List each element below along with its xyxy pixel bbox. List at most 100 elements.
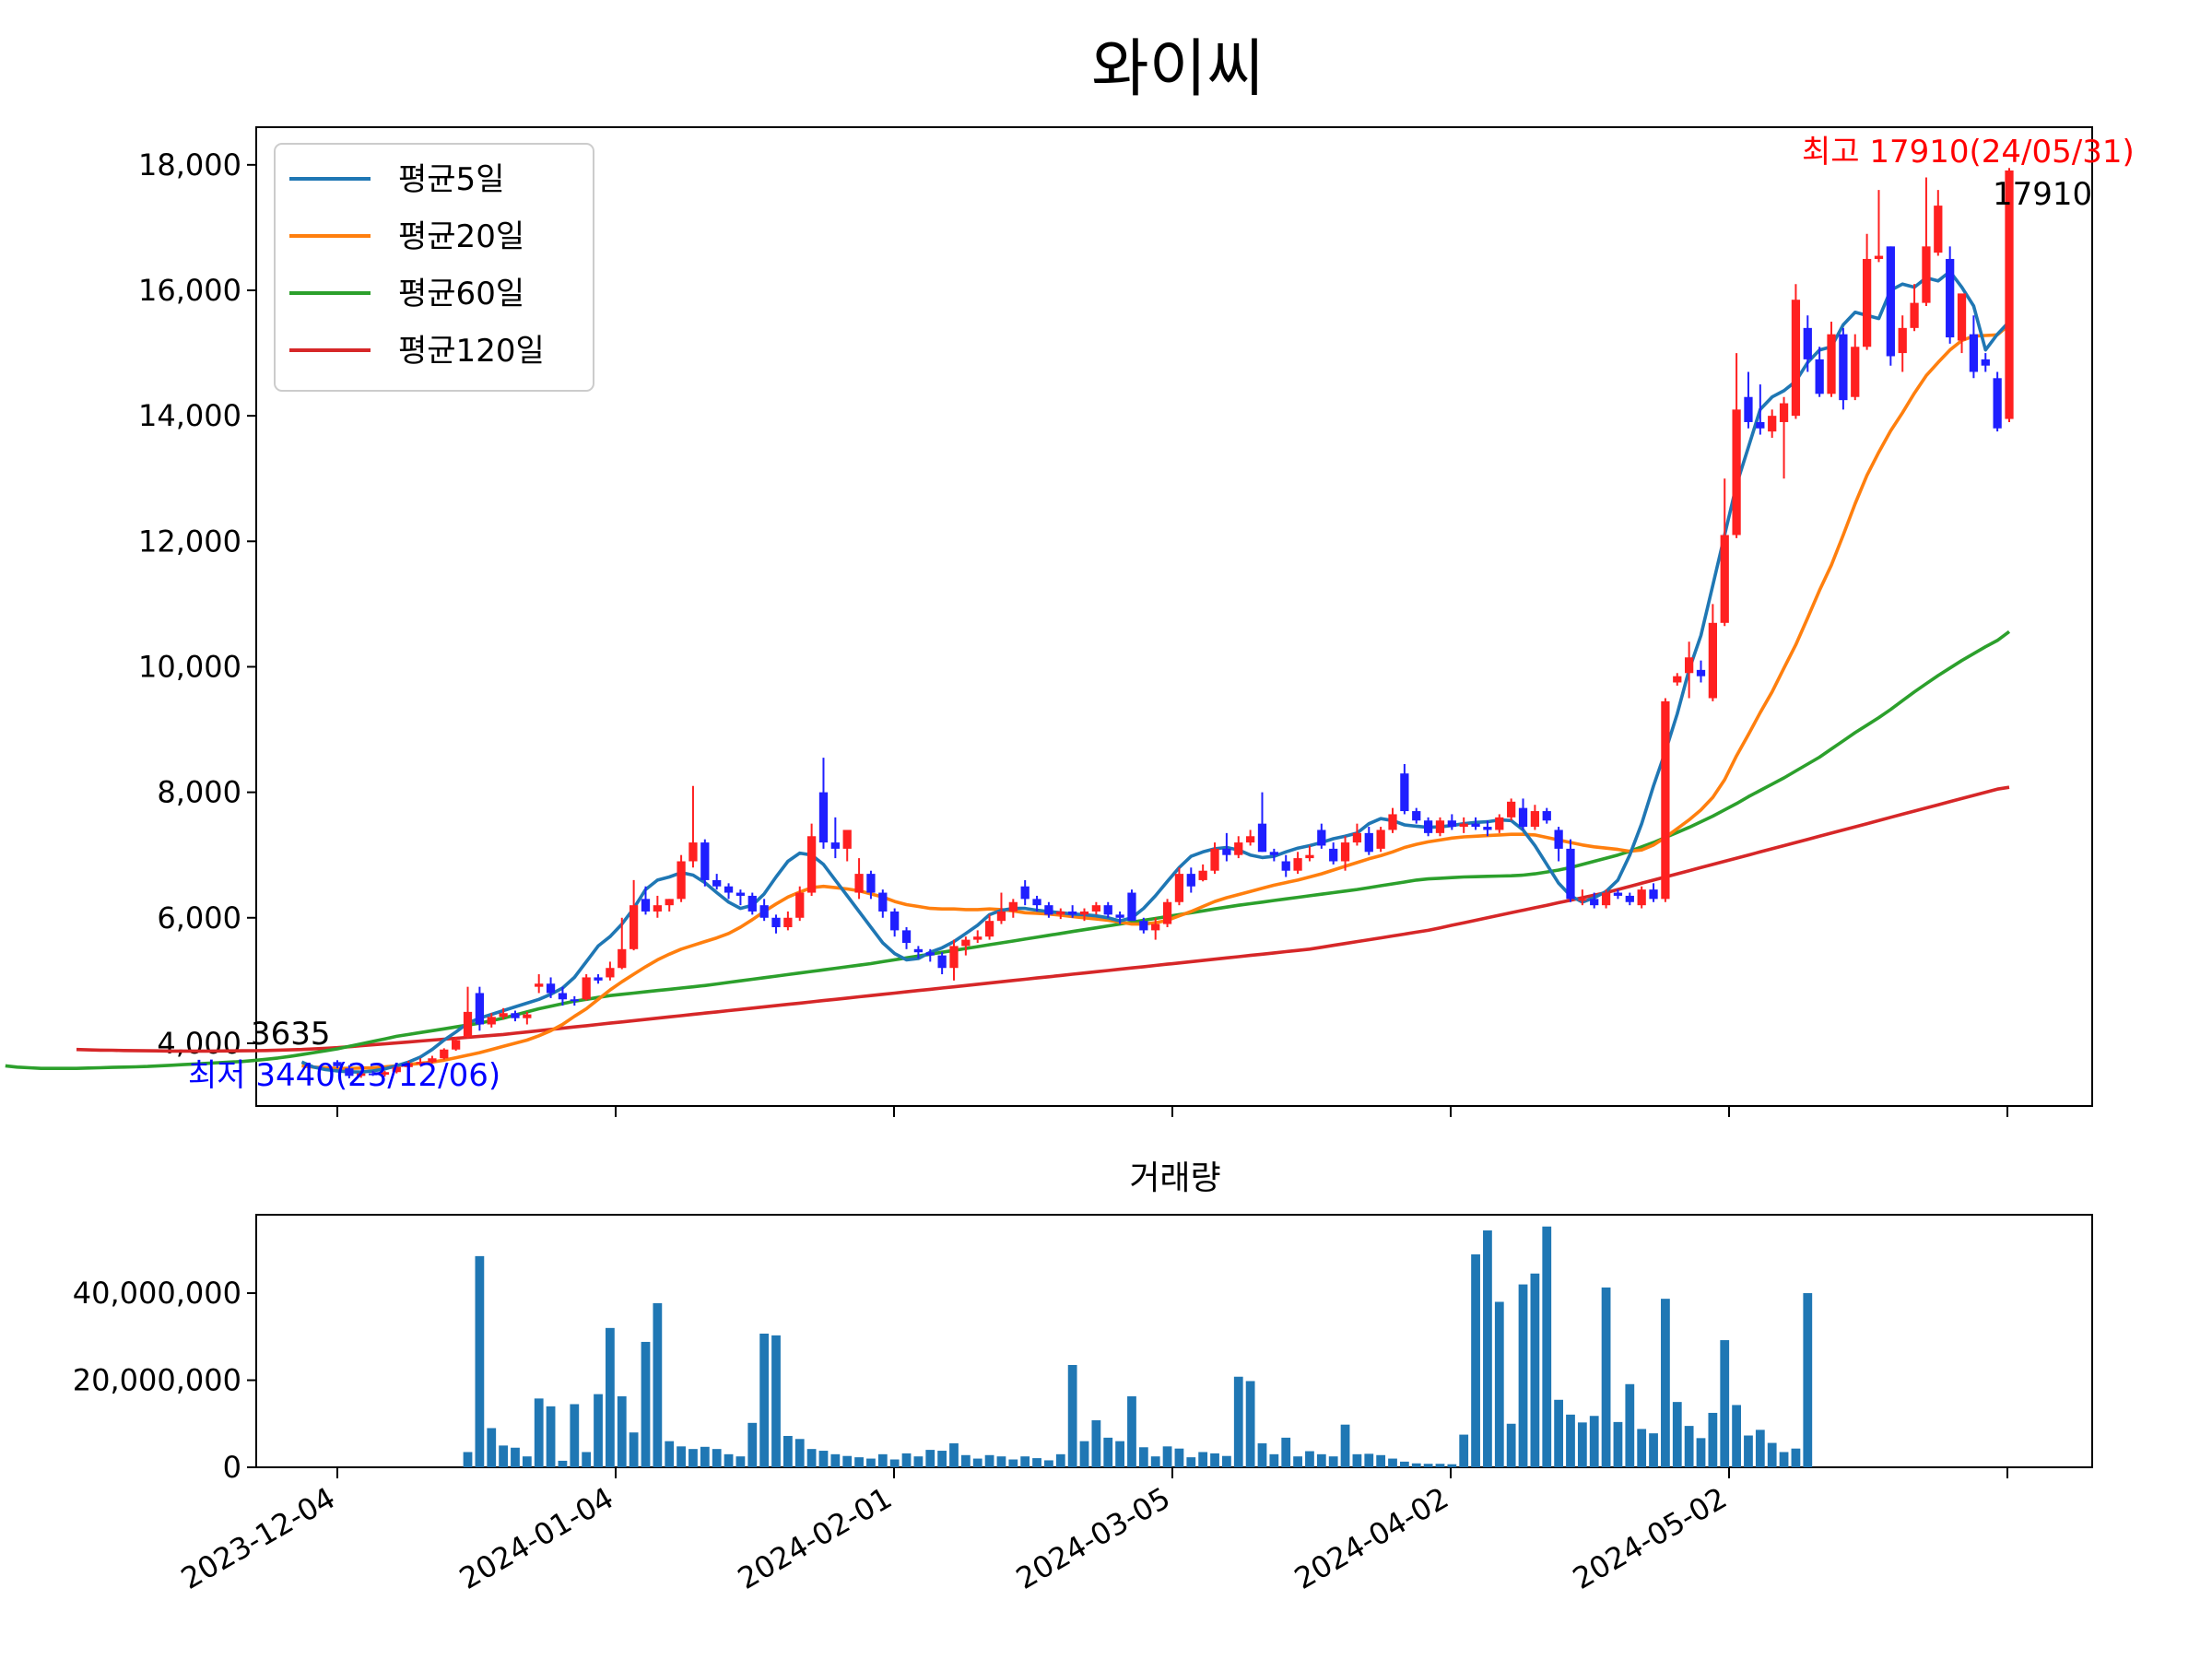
candle-body	[1791, 300, 1801, 417]
candle-body	[535, 983, 544, 987]
price-y-tick-label: 14,000	[138, 398, 241, 433]
volume-bar	[1198, 1452, 1208, 1467]
candle-body	[724, 886, 734, 893]
candle-body	[1471, 823, 1480, 828]
candle-body	[582, 977, 591, 1000]
volume-bar	[806, 1449, 817, 1467]
candle-body	[416, 1062, 425, 1065]
candle	[499, 1007, 508, 1020]
legend: 평균5일 평균20일 평균60일 평균120일	[274, 143, 594, 392]
candle	[1946, 246, 1955, 344]
candle-body	[1091, 905, 1101, 912]
volume-bar	[818, 1451, 829, 1467]
volume-bar	[830, 1453, 841, 1467]
candle-body	[1720, 535, 1729, 623]
candle	[392, 1065, 401, 1074]
volume-bar	[913, 1456, 924, 1467]
candle	[1661, 698, 1670, 902]
volume-bar	[1316, 1453, 1326, 1467]
candle	[629, 879, 639, 951]
candle	[1507, 798, 1516, 821]
volume-bar	[877, 1453, 888, 1467]
candle	[345, 1065, 354, 1079]
candle-body	[771, 917, 781, 927]
candle-body	[452, 1040, 461, 1050]
candle	[1649, 883, 1658, 902]
volume-bar	[677, 1446, 686, 1467]
volume-bar	[463, 1452, 473, 1467]
volume-bar	[1601, 1287, 1611, 1467]
candle-body	[1079, 911, 1089, 915]
volume-bar	[629, 1432, 639, 1467]
candle-body	[1245, 836, 1255, 843]
candle	[653, 895, 662, 918]
candle-body	[487, 1017, 496, 1025]
legend-label-ma20: 평균20일	[398, 218, 524, 255]
candle-body	[795, 892, 805, 918]
candle	[2005, 168, 2014, 422]
volume-bar	[1447, 1464, 1457, 1467]
candle-body	[818, 792, 829, 843]
candle-body	[357, 1073, 366, 1077]
candle	[511, 1010, 520, 1022]
volume-bar	[1423, 1464, 1433, 1467]
candle-body	[1518, 807, 1528, 828]
candle-body	[665, 899, 674, 906]
volume-bar	[984, 1454, 994, 1467]
x-date-label: 2024-01-04	[453, 1480, 619, 1596]
volume-bar	[771, 1335, 781, 1467]
candle	[1435, 817, 1445, 837]
candle-body	[1613, 892, 1623, 896]
volume-bar	[1672, 1402, 1682, 1467]
volume-bar	[1696, 1438, 1706, 1467]
volume-bar	[1305, 1451, 1314, 1467]
candle	[890, 908, 900, 937]
candle-body	[1946, 258, 1955, 338]
candle	[1934, 190, 1943, 256]
candle-body	[1768, 416, 1777, 432]
candle-body	[1590, 899, 1599, 906]
volume-bar	[1661, 1299, 1670, 1467]
candle-body	[830, 842, 840, 849]
candle	[1637, 886, 1646, 909]
candle-body	[368, 1073, 378, 1076]
candle-body	[653, 905, 662, 912]
volume-bar	[901, 1453, 912, 1467]
candle-body	[806, 836, 817, 893]
volume-bar	[1186, 1457, 1196, 1467]
volume-bar	[1471, 1253, 1480, 1467]
candle-body	[594, 977, 603, 981]
volume-bar	[1091, 1419, 1101, 1467]
candle-body	[558, 993, 568, 1000]
volume-bar	[782, 1435, 793, 1467]
candle	[440, 1048, 449, 1060]
candle-body	[1815, 359, 1824, 394]
candle-body	[380, 1072, 390, 1075]
candle-body	[878, 892, 888, 912]
candle-body	[333, 1062, 342, 1066]
candle	[771, 914, 781, 934]
volume-bar	[1044, 1460, 1053, 1467]
candle	[1744, 371, 1753, 429]
candle	[641, 886, 651, 915]
candle	[558, 986, 568, 1006]
volume-bar	[1293, 1456, 1302, 1467]
candle	[1732, 353, 1741, 538]
candle	[949, 939, 959, 981]
candle	[783, 911, 793, 931]
candle	[594, 974, 603, 984]
candle	[1412, 807, 1421, 824]
volume-bar	[1210, 1453, 1219, 1467]
candle-body	[1637, 889, 1646, 906]
candle-body	[1803, 327, 1812, 359]
price-plot-frame	[255, 126, 2093, 1107]
volume-bar	[1744, 1435, 1753, 1467]
volume-bar	[712, 1449, 722, 1467]
candle-body	[475, 993, 485, 1025]
candle	[1340, 836, 1350, 871]
candle-body	[1139, 921, 1148, 931]
candle-body	[984, 921, 994, 937]
candle	[842, 830, 852, 862]
candle-body	[712, 879, 722, 887]
volume-bar	[842, 1455, 853, 1467]
